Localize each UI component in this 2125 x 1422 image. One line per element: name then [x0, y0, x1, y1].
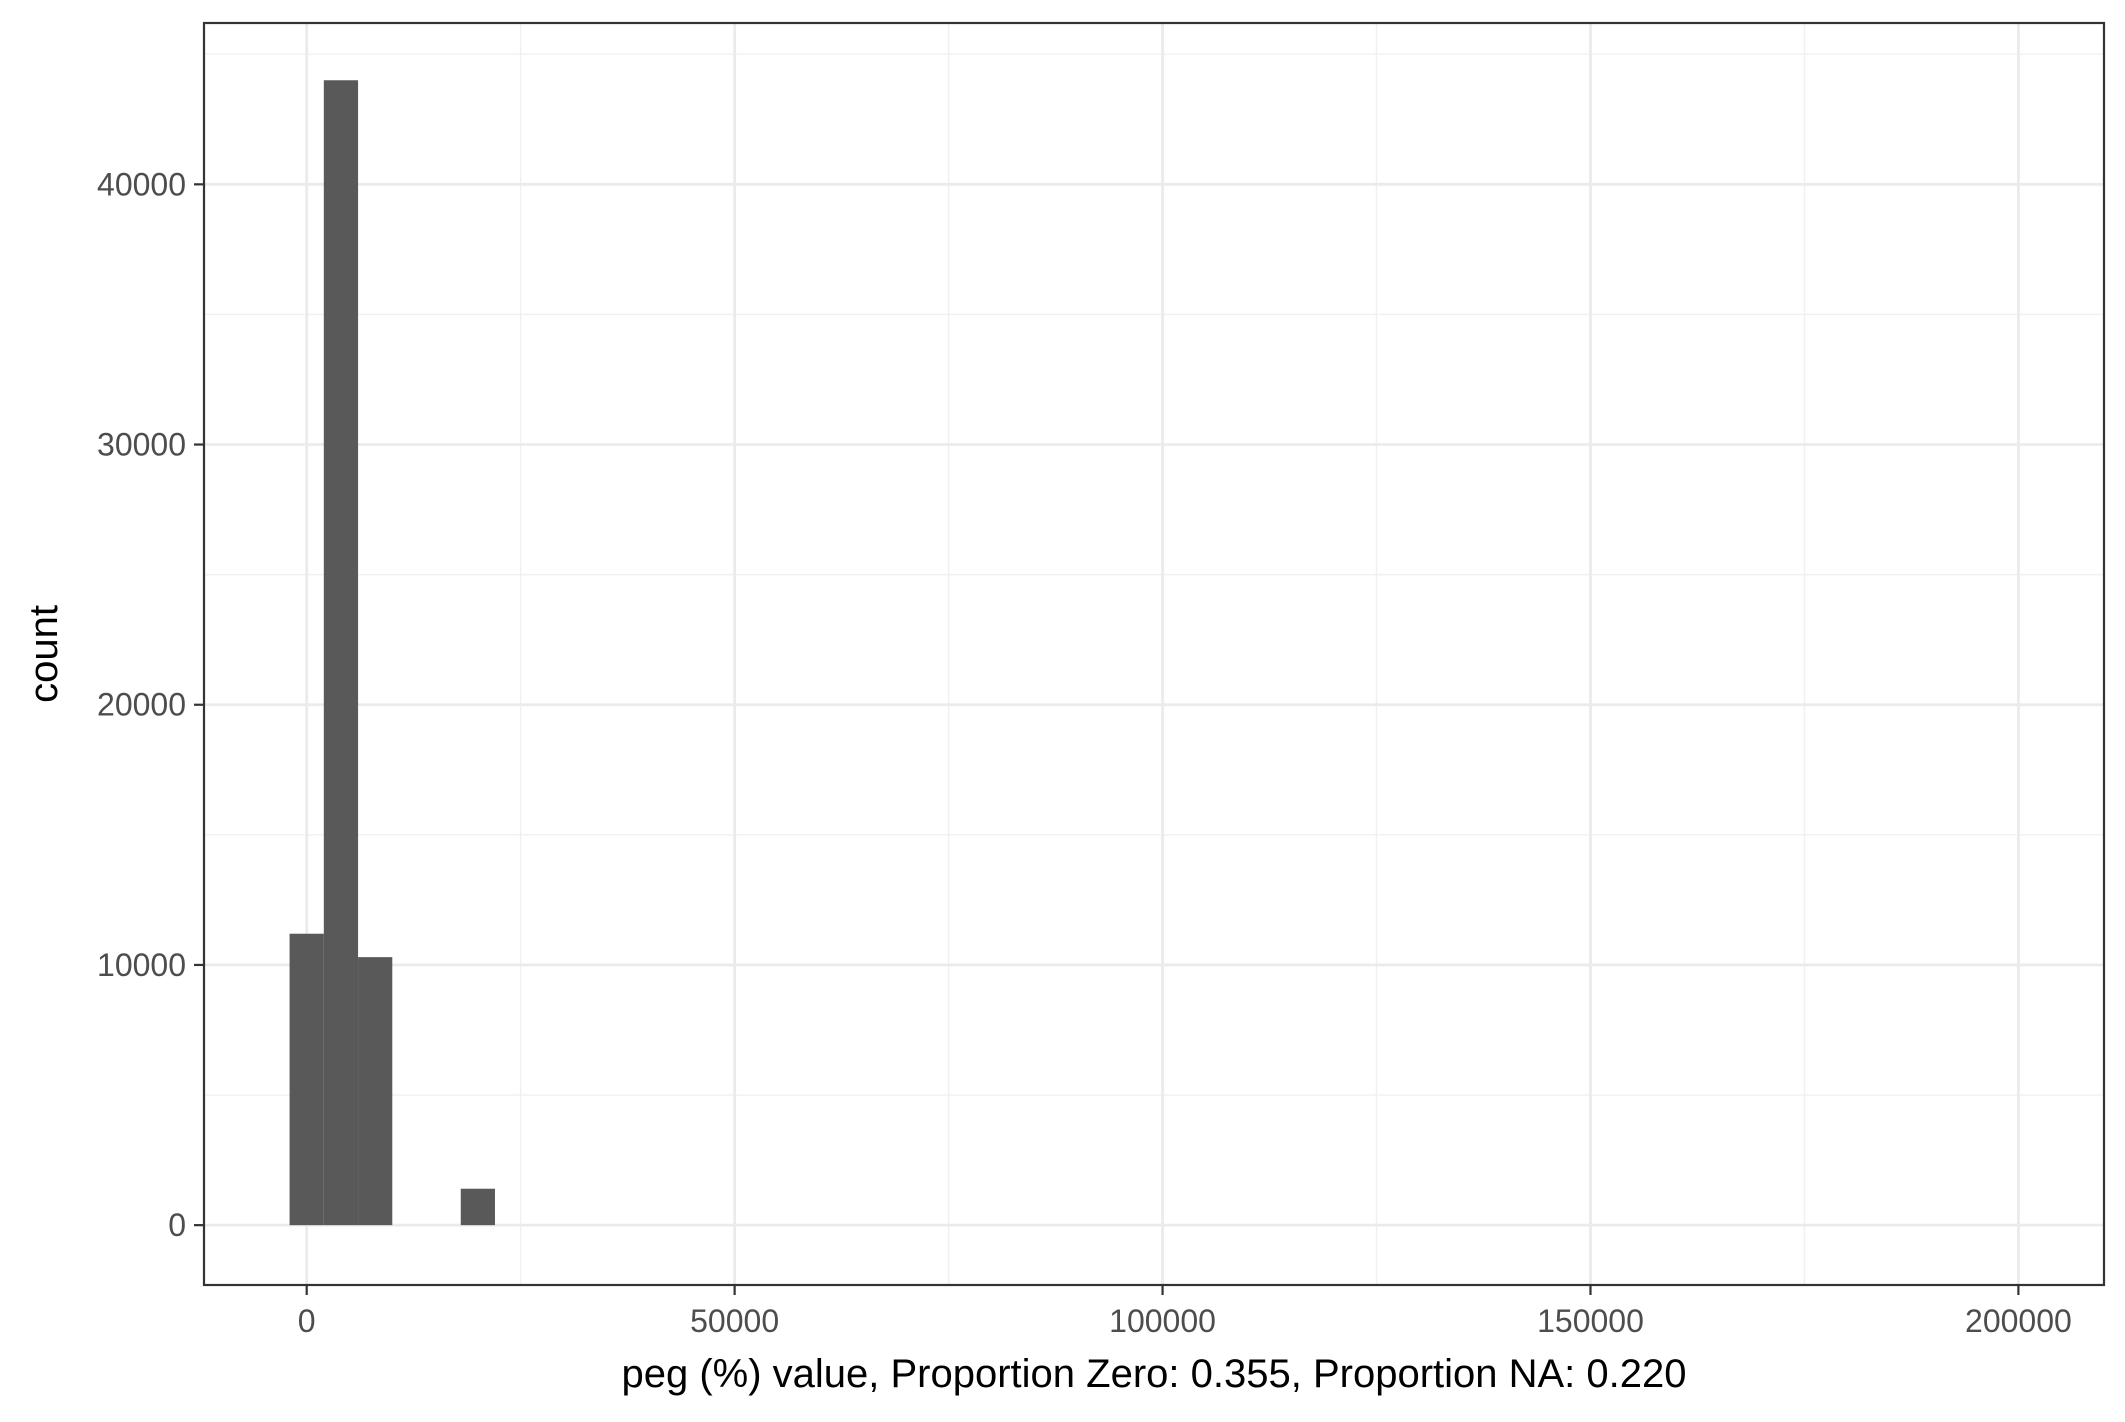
plot-panel-border [202, 21, 2106, 1287]
y-axis-ticks: 0 10000 20000 30000 40000 [97, 166, 204, 1243]
histogram-bar [289, 933, 324, 1226]
x-axis-ticks: 0 50000 100000 150000 200000 [298, 1285, 2072, 1339]
x-tick-label: 50000 [690, 1303, 779, 1339]
y-tick-label: 0 [168, 1207, 186, 1243]
y-tick-label: 10000 [97, 947, 186, 983]
y-tick-label: 20000 [97, 687, 186, 723]
y-tick-label: 30000 [97, 427, 186, 463]
x-tick-label: 100000 [1109, 1303, 1216, 1339]
x-tick-label: 150000 [1537, 1303, 1644, 1339]
y-tick-label: 40000 [97, 166, 186, 202]
x-tick-label: 200000 [1965, 1303, 2072, 1339]
x-tick-label: 0 [298, 1303, 316, 1339]
histogram-bars [289, 80, 495, 1226]
histogram-bar [460, 1188, 495, 1226]
histogram-bar [358, 957, 393, 1226]
grid-minor [204, 23, 2104, 1285]
y-axis-title: count [22, 605, 66, 703]
x-axis-title: peg (%) value, Proportion Zero: 0.355, P… [621, 1352, 1686, 1396]
histogram-bar [323, 80, 359, 1226]
